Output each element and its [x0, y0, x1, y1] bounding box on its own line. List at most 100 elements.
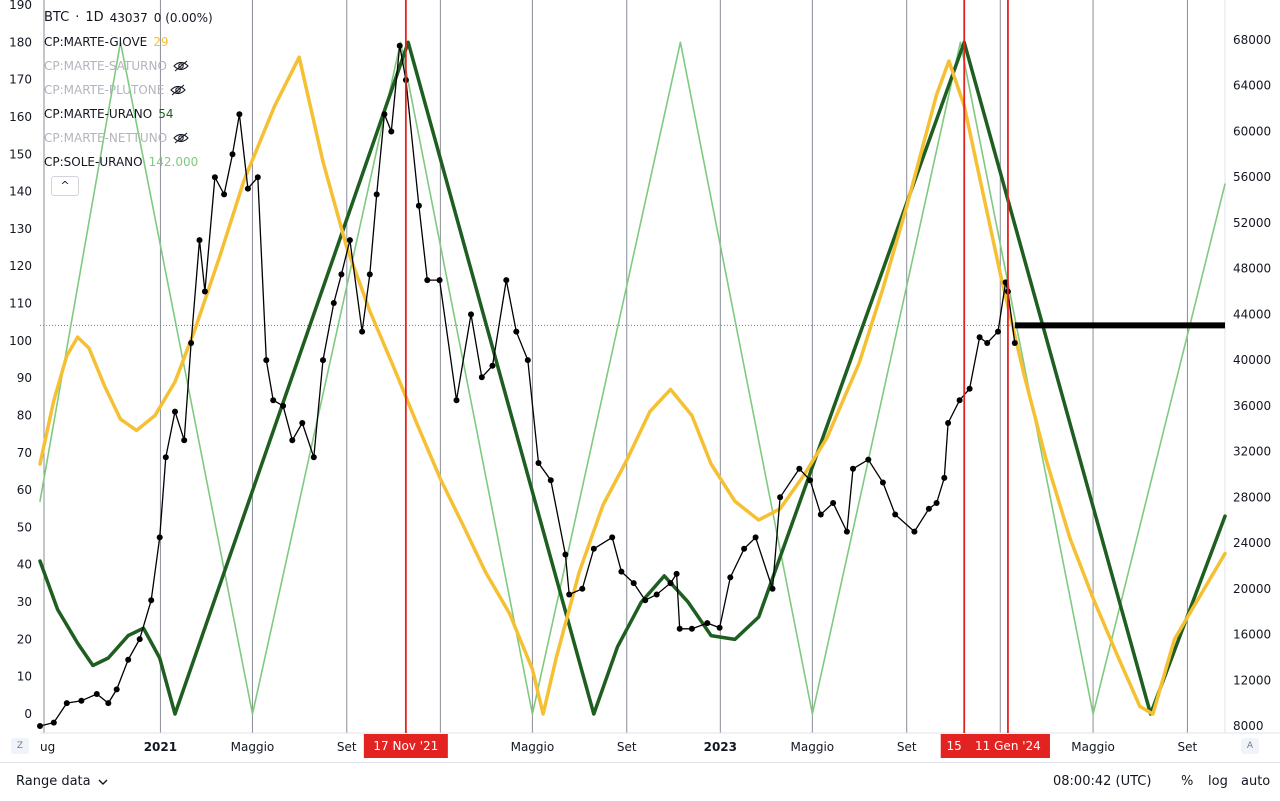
left-axis-tick-label: 50: [17, 520, 32, 534]
date-range-button[interactable]: Range data: [16, 774, 108, 789]
right-axis-tick-label: 12000: [1233, 673, 1271, 687]
x-axis-tick-label: ug: [40, 740, 55, 754]
btc-price-point: [704, 620, 711, 627]
x-axis-tick-label: Maggio: [231, 740, 275, 754]
legend-interval: 1D: [85, 10, 104, 25]
legend-indicator-row[interactable]: CP:MARTE-GIOVE 29: [44, 30, 213, 54]
btc-price-point: [879, 479, 886, 486]
left-axis-tick-label: 110: [9, 297, 32, 311]
left-axis-tick-label: 170: [9, 73, 32, 87]
eye-off-icon[interactable]: [170, 84, 187, 96]
btc-price-point: [162, 454, 169, 461]
btc-price-point: [105, 700, 112, 707]
btc-price-point: [181, 437, 188, 444]
btc-price-point: [359, 328, 366, 335]
btc-price-point: [562, 551, 569, 558]
btc-price-point: [415, 202, 422, 209]
left-axis-tick-label: 70: [17, 446, 32, 460]
btc-price-point: [436, 277, 443, 284]
x-axis-tick-label: 2021: [144, 740, 177, 754]
left-axis-tick-label: 80: [17, 408, 32, 422]
btc-price-point: [148, 597, 155, 604]
left-axis-tick-label: 10: [17, 670, 32, 684]
x-axis-tick-label: Maggio: [1071, 740, 1115, 754]
percent-scale-button[interactable]: %: [1181, 774, 1194, 789]
btc-price-point: [642, 597, 649, 604]
chart-legend: BTC · 1D 43037 0 (0.00%) CP:MARTE-GIOVE 2…: [44, 6, 213, 174]
event-date-badge-label: 17 Nov '21: [373, 739, 438, 753]
legend-indicator-row[interactable]: CP:MARTE-SATURNO: [44, 54, 213, 78]
legend-indicator-row[interactable]: CP:MARTE-NETTUNO: [44, 126, 213, 150]
price-axis-auto-button[interactable]: A: [1241, 738, 1259, 754]
btc-price-point: [716, 624, 723, 631]
btc-price-point: [280, 402, 287, 409]
event-date-badge: 11 Gen '24: [965, 734, 1050, 758]
left-axis-tick-label: 150: [9, 147, 32, 161]
eye-off-icon[interactable]: [173, 132, 189, 144]
btc-price-point: [263, 357, 270, 364]
btc-price-point: [229, 151, 236, 158]
btc-price-point: [688, 625, 695, 632]
btc-price-point: [741, 545, 748, 552]
btc-price-point: [254, 174, 261, 181]
right-axis: 8000 12000 16000 20000 24000 28000 32000 36000 4…: [1233, 33, 1271, 733]
btc-price-point: [513, 328, 520, 335]
right-axis-tick-label: 32000: [1233, 445, 1271, 459]
sole-urano-line: [39, 41, 1226, 715]
utc-clock: 08:00:42 (UTC): [1053, 774, 1152, 789]
left-axis-tick-label: 30: [17, 595, 32, 609]
legend-indicator-name: CP:MARTE-URANO: [44, 107, 153, 121]
left-axis-tick-label: 20: [17, 632, 32, 646]
chevron-down-icon: [98, 779, 108, 785]
btc-price-point: [892, 511, 899, 518]
left-axis-tick-label: 120: [9, 259, 32, 273]
event-date-badge-label: 11 Gen '24: [975, 739, 1041, 753]
btc-price-point: [535, 460, 542, 466]
btc-price-point: [236, 111, 243, 118]
legend-collapse-button[interactable]: ^: [51, 176, 79, 196]
btc-price-point: [330, 300, 337, 306]
btc-price-point: [366, 271, 373, 278]
btc-price-point: [373, 191, 380, 198]
btc-price-point: [453, 397, 460, 404]
time-axis-zoom-left-button[interactable]: Z: [11, 738, 29, 754]
btc-price-point: [865, 456, 872, 463]
eye-off-icon[interactable]: [173, 60, 189, 72]
btc-price-point: [618, 568, 625, 575]
right-axis-tick-label: 68000: [1233, 33, 1271, 47]
btc-price-point: [172, 408, 178, 415]
x-axis-tick-label: Set: [617, 740, 637, 754]
btc-price-point: [125, 656, 132, 663]
left-axis-tick-label: 90: [17, 371, 32, 385]
right-axis-tick-label: 20000: [1233, 582, 1271, 596]
btc-price-point: [244, 185, 251, 192]
btc-price-point: [630, 580, 637, 587]
x-axis-tick-label: Maggio: [791, 740, 835, 754]
btc-price-point: [503, 277, 510, 284]
right-axis-tick-label: 52000: [1233, 216, 1271, 230]
left-axis-tick-label: 130: [9, 222, 32, 236]
auto-scale-button[interactable]: auto: [1241, 774, 1271, 789]
legend-indicator-row[interactable]: CP:SOLE-URANO 142.000: [44, 150, 213, 174]
btc-price-point: [976, 334, 983, 341]
legend-indicator-row[interactable]: CP:MARTE-URANO 54: [44, 102, 213, 126]
left-axis-tick-label: 100: [9, 334, 32, 348]
left-axis-tick-label: 160: [9, 110, 32, 124]
legend-indicator-row[interactable]: CP:MARTE-PLUTONE: [44, 78, 213, 102]
right-axis-tick-label: 16000: [1233, 628, 1271, 642]
btc-price-point: [995, 328, 1001, 335]
btc-price-point: [933, 500, 940, 506]
right-axis-tick-label: 28000: [1233, 490, 1271, 504]
btc-price-point: [299, 420, 306, 426]
btc-price-point: [752, 534, 759, 541]
btc-price-point: [211, 174, 218, 181]
btc-price-point: [566, 591, 573, 598]
btc-price-point: [817, 511, 824, 518]
btc-price-point: [424, 277, 431, 284]
legend-symbol-row[interactable]: BTC · 1D 43037 0 (0.00%): [44, 6, 213, 30]
btc-price-point: [579, 585, 586, 592]
left-axis-tick-label: 0: [24, 707, 32, 721]
log-scale-button[interactable]: log: [1208, 774, 1228, 789]
btc-price-point: [381, 111, 388, 118]
